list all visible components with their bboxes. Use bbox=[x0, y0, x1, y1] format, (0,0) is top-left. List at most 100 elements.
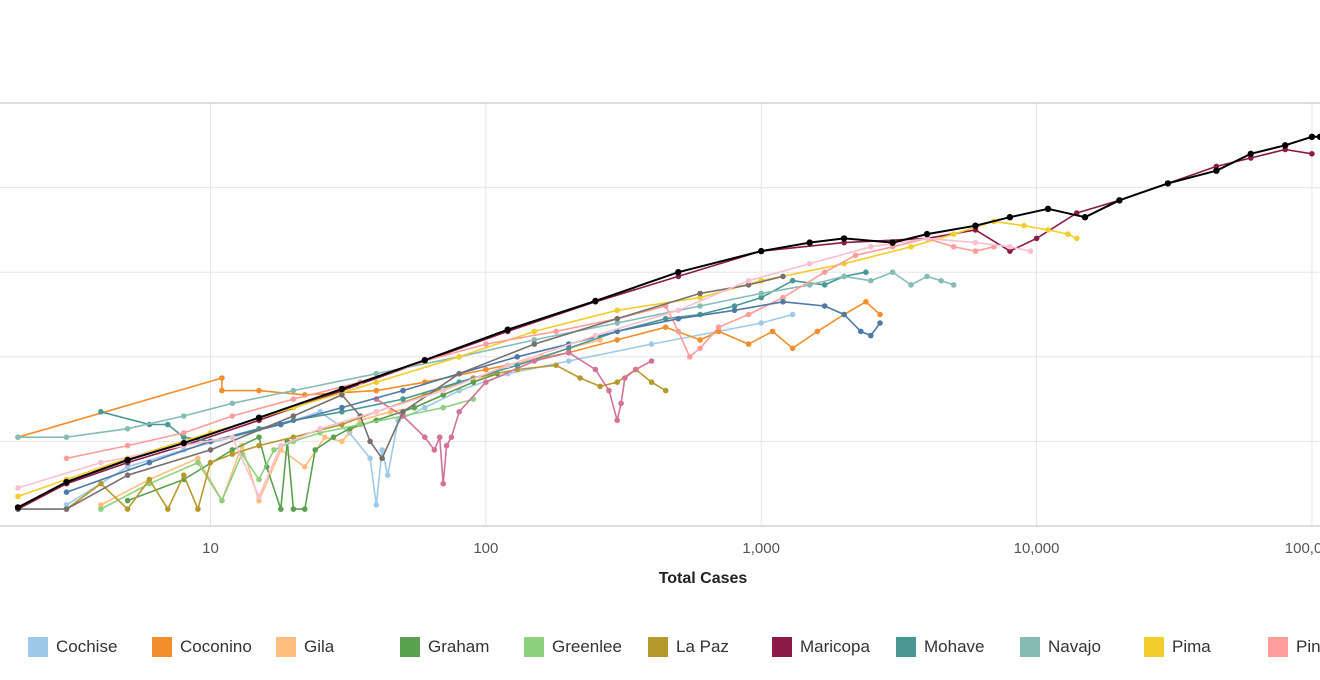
data-point bbox=[146, 459, 153, 466]
data-point bbox=[1081, 214, 1089, 221]
data-point bbox=[731, 303, 738, 309]
x-tick-labels: 10 100 1,000 10,000 100,000 bbox=[202, 540, 1320, 557]
data-point bbox=[908, 244, 914, 250]
legend-item-navajo[interactable]: Navajo bbox=[1020, 632, 1101, 662]
data-point bbox=[614, 307, 620, 314]
data-point bbox=[440, 404, 447, 411]
data-point bbox=[290, 434, 297, 441]
data-point bbox=[98, 480, 104, 487]
data-point bbox=[950, 231, 957, 237]
data-point bbox=[614, 379, 620, 386]
legend-swatch bbox=[648, 637, 668, 657]
data-point bbox=[675, 315, 682, 322]
data-point bbox=[889, 239, 896, 246]
data-point bbox=[1282, 142, 1289, 149]
data-point bbox=[592, 297, 599, 305]
data-point bbox=[124, 464, 131, 470]
legend-item-maricopa[interactable]: Maricopa bbox=[772, 632, 870, 662]
data-point bbox=[592, 332, 599, 339]
data-point bbox=[229, 451, 236, 457]
data-point bbox=[841, 273, 847, 280]
data-point bbox=[531, 328, 538, 335]
data-point bbox=[553, 362, 559, 369]
data-point bbox=[972, 239, 979, 246]
data-point bbox=[312, 447, 319, 453]
data-point bbox=[229, 413, 236, 419]
data-point bbox=[278, 506, 284, 512]
data-point bbox=[662, 387, 669, 394]
data-point bbox=[769, 328, 776, 335]
data-point bbox=[780, 294, 786, 301]
legend-label: Coconino bbox=[180, 637, 252, 656]
data-point bbox=[675, 307, 682, 314]
data-point bbox=[697, 303, 703, 309]
data-point bbox=[606, 387, 612, 394]
legend-item-la-paz[interactable]: La Paz bbox=[648, 632, 729, 662]
legend-swatch bbox=[1268, 637, 1288, 657]
data-point bbox=[456, 409, 463, 415]
data-point bbox=[317, 425, 323, 432]
legend-item-gila[interactable]: Gila bbox=[276, 632, 334, 662]
data-point bbox=[483, 341, 489, 347]
data-point bbox=[373, 387, 380, 394]
data-point bbox=[686, 354, 693, 360]
legend-swatch bbox=[276, 637, 296, 657]
data-point bbox=[821, 282, 828, 288]
data-point bbox=[338, 385, 346, 393]
legend-item-greenlee[interactable]: Greenlee bbox=[524, 632, 622, 662]
data-point bbox=[181, 413, 187, 419]
data-point bbox=[924, 235, 930, 242]
legend-item-cochise[interactable]: Cochise bbox=[28, 632, 117, 662]
data-point bbox=[165, 506, 171, 512]
data-point bbox=[15, 434, 21, 441]
data-point bbox=[256, 493, 262, 500]
data-point bbox=[950, 244, 957, 250]
data-point bbox=[938, 277, 944, 284]
data-point bbox=[758, 247, 765, 255]
data-point bbox=[387, 409, 394, 415]
data-point bbox=[697, 294, 703, 301]
data-point bbox=[758, 320, 764, 326]
data-point bbox=[422, 404, 428, 411]
gridlines bbox=[0, 103, 1320, 526]
data-point bbox=[565, 345, 572, 352]
series-unlabeled-14 bbox=[15, 235, 1034, 500]
data-point bbox=[780, 273, 786, 280]
data-point bbox=[290, 396, 297, 402]
legend-label: Graham bbox=[428, 637, 490, 656]
data-point bbox=[889, 269, 896, 276]
data-point bbox=[577, 375, 583, 381]
data-point bbox=[98, 506, 104, 512]
data-point bbox=[504, 362, 511, 369]
data-point bbox=[745, 282, 752, 288]
data-point bbox=[470, 379, 477, 386]
legend-item-pinal[interactable]: Pinal bbox=[1268, 632, 1320, 662]
data-point bbox=[373, 370, 380, 377]
data-point bbox=[302, 464, 308, 470]
legend-item-pima[interactable]: Pima bbox=[1144, 632, 1211, 662]
data-point bbox=[662, 315, 669, 322]
data-point bbox=[384, 472, 391, 479]
data-point bbox=[614, 337, 620, 343]
data-point bbox=[950, 282, 957, 288]
data-point bbox=[697, 290, 703, 297]
data-point bbox=[256, 497, 262, 504]
data-point bbox=[448, 434, 455, 441]
data-point bbox=[195, 459, 201, 466]
data-point bbox=[806, 260, 813, 267]
data-point bbox=[124, 456, 131, 464]
legend-item-mohave[interactable]: Mohave bbox=[896, 632, 984, 662]
x-tick-label: 100 bbox=[473, 540, 498, 557]
data-point bbox=[256, 442, 262, 449]
data-point bbox=[531, 337, 538, 343]
data-point bbox=[229, 400, 236, 407]
legend-swatch bbox=[896, 637, 916, 657]
data-point bbox=[1007, 244, 1013, 250]
legend-item-graham[interactable]: Graham bbox=[400, 632, 489, 662]
data-point bbox=[317, 430, 323, 436]
data-point bbox=[1308, 133, 1316, 140]
data-point bbox=[367, 455, 373, 462]
data-point bbox=[852, 252, 859, 259]
legend-item-coconino[interactable]: Coconino bbox=[152, 632, 252, 662]
data-point bbox=[98, 502, 104, 508]
